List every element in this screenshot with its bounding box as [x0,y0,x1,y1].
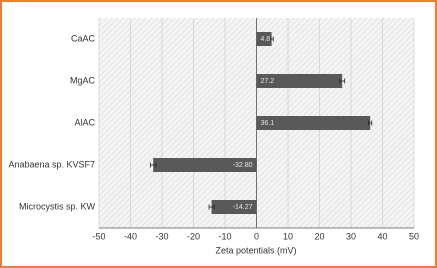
value-label: 4.8 [261,36,271,43]
x-tick-label: 50 [409,231,419,241]
x-tick-label: 0 [254,231,259,241]
bar [211,200,257,214]
y-tick-label: MgAC [70,75,96,85]
x-tick-label: -40 [124,231,137,241]
y-tick-label: Microcystis sp. KW [19,201,96,211]
value-label: 36.1 [261,120,275,127]
x-tick-label: -50 [92,231,105,241]
bar [256,116,371,130]
value-label: 27.2 [261,78,275,85]
x-axis-label: Zeta potentials (mV) [215,245,296,255]
value-label: -32.80 [233,162,253,169]
value-label: -14.27 [233,204,253,211]
x-tick-label: 40 [377,231,387,241]
x-tick-label: -10 [218,231,231,241]
y-tick-label: AlAC [74,117,95,127]
x-tick-label: 10 [283,231,293,241]
x-tick-label: 30 [346,231,356,241]
bar [256,74,343,88]
x-tick-label: -30 [155,231,168,241]
x-tick-label: -20 [187,231,200,241]
bar [153,158,257,172]
bar [256,32,272,46]
y-tick-label: CaAC [71,33,96,43]
y-tick-label: Anabaena sp. KVSF7 [8,159,95,169]
x-tick-label: 20 [314,231,324,241]
